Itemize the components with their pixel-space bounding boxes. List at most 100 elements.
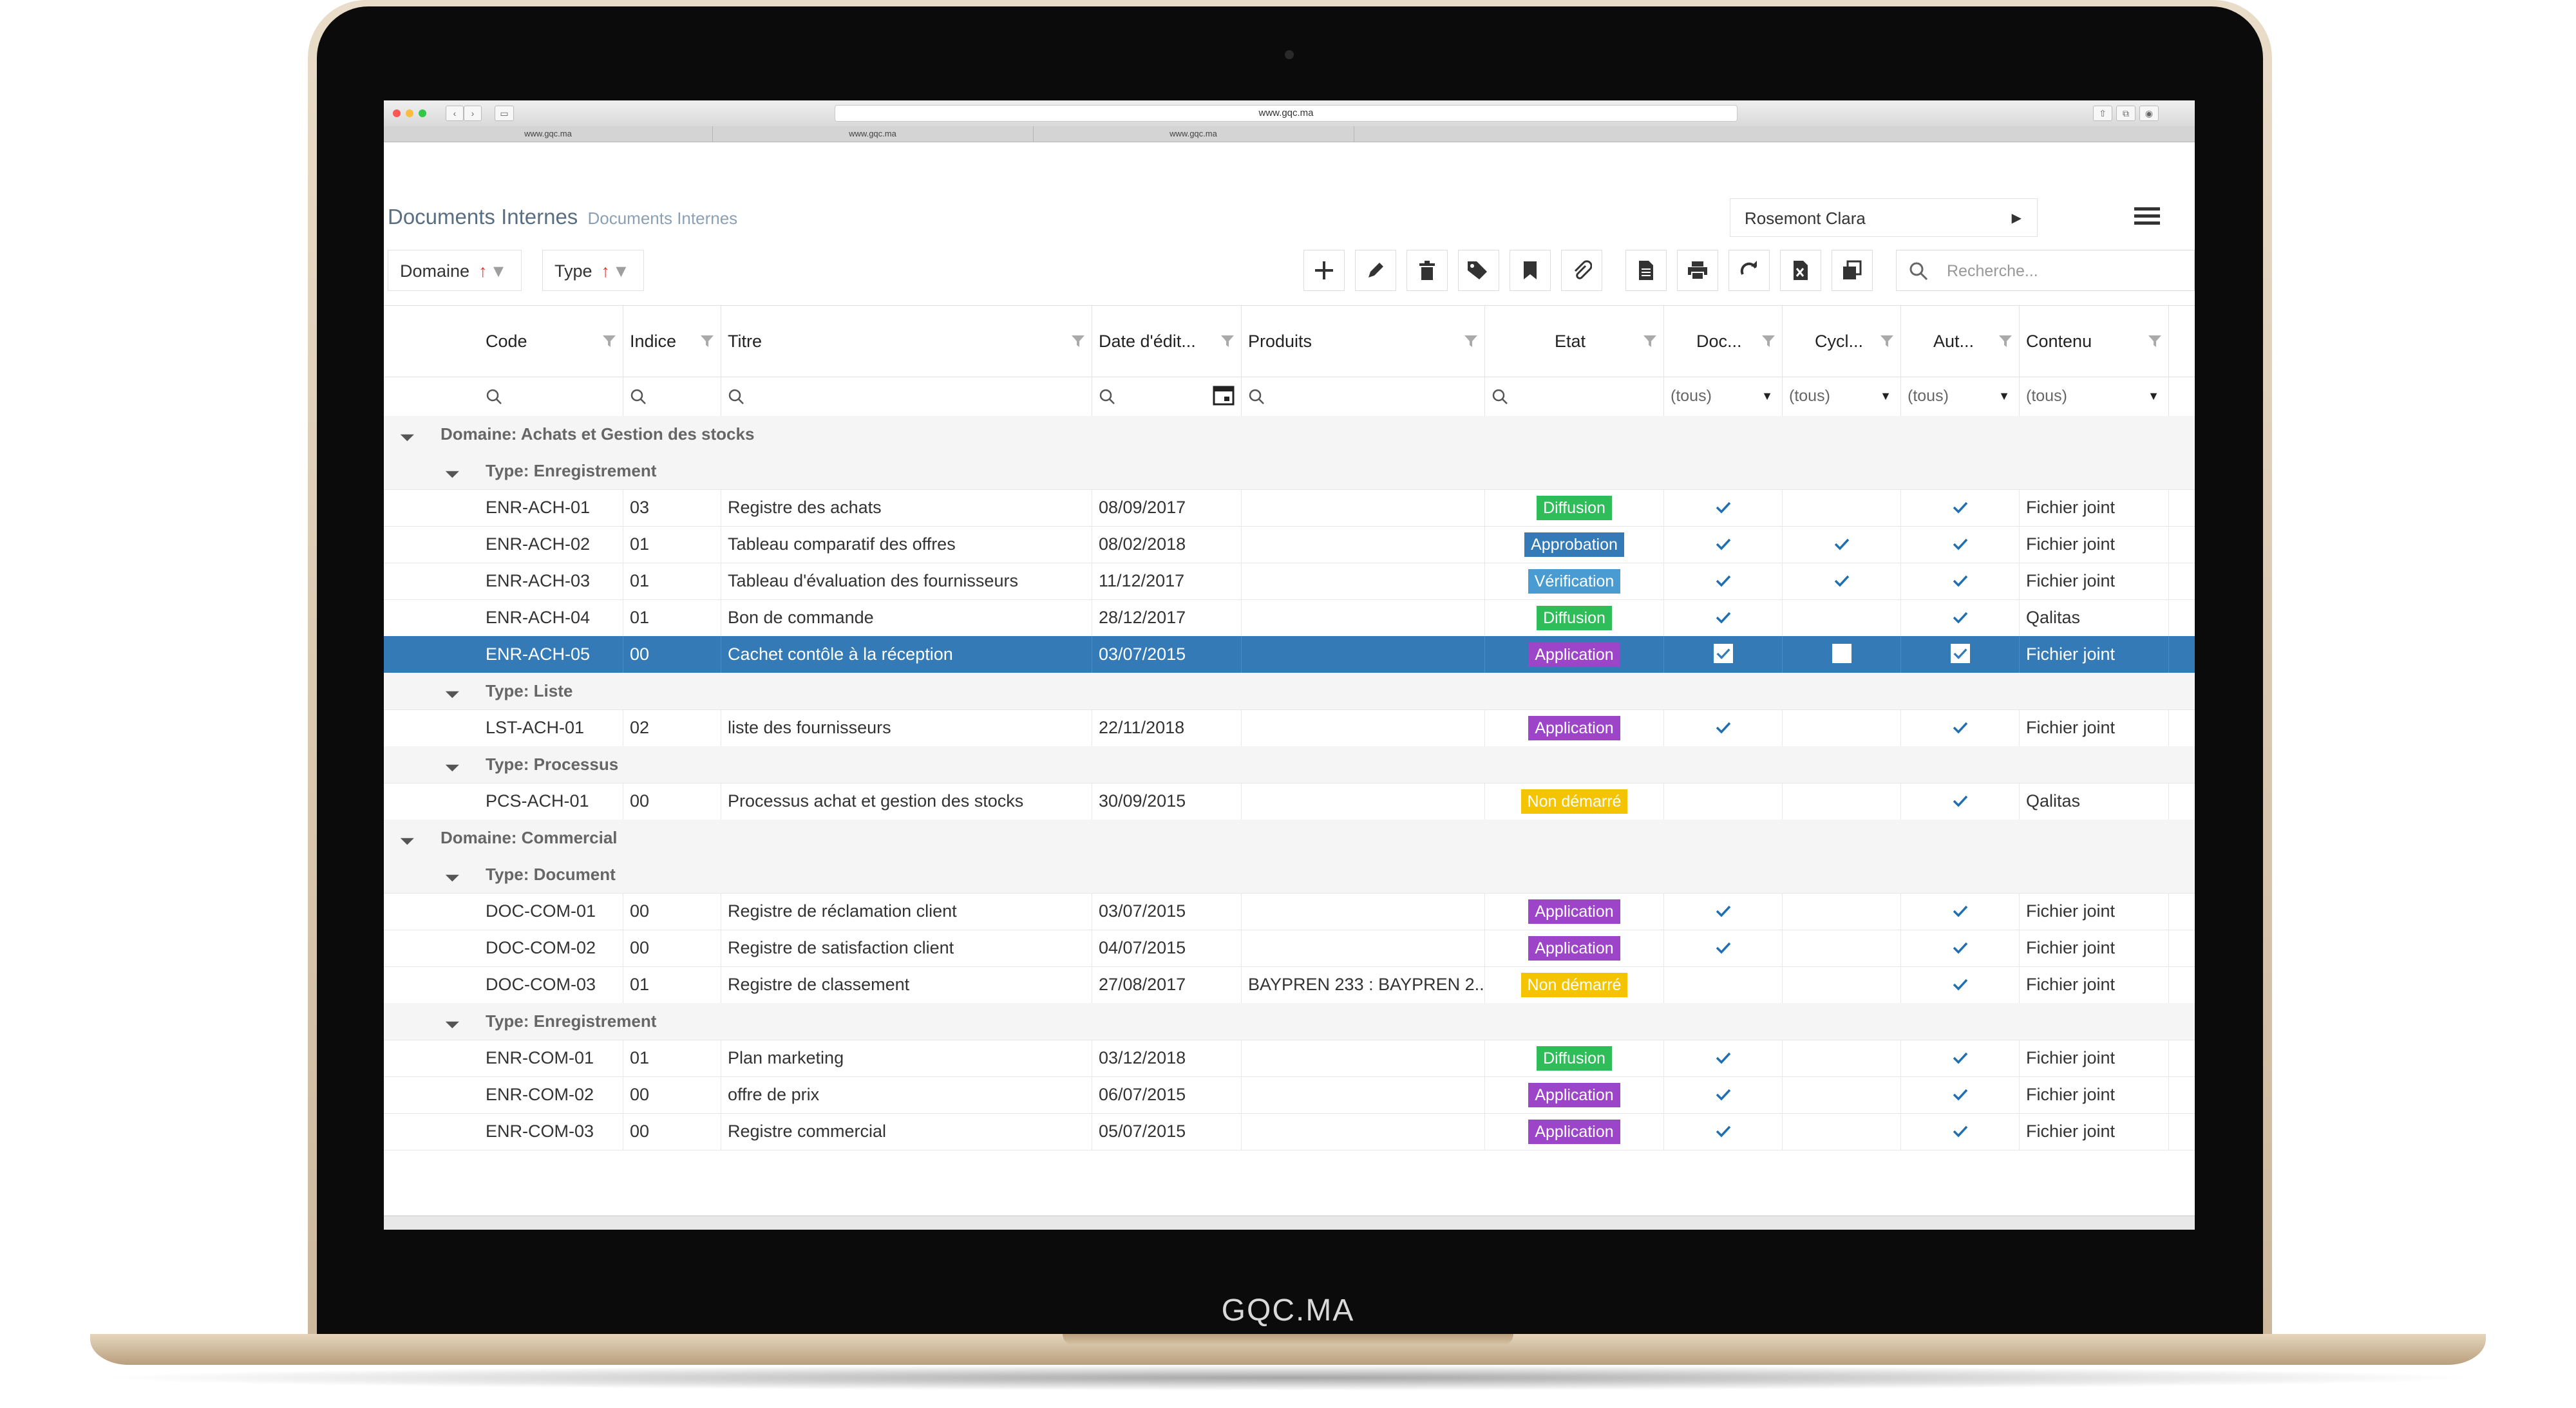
collapse-icon[interactable]: ◢ (400, 426, 416, 442)
table-row[interactable]: LST-ACH-01 02 liste des fournisseurs 22/11/… (384, 709, 2195, 747)
browser-tab[interactable]: www.gqc.ma (384, 126, 713, 142)
table-row[interactable]: ENR-ACH-02 01 Tableau comparatif des offre… (384, 526, 2195, 563)
filter-produits[interactable] (1242, 376, 1485, 416)
filter-icon[interactable] (2148, 334, 2162, 348)
cell-doc[interactable] (1664, 930, 1783, 966)
cell-doc[interactable] (1664, 489, 1783, 526)
maximize-window-icon[interactable] (419, 109, 426, 117)
edit-button[interactable] (1355, 250, 1396, 291)
copy-button[interactable] (1832, 250, 1873, 291)
column-header-contenu[interactable]: Contenu (2020, 306, 2169, 377)
tabs-icon[interactable]: ⧉ (2116, 106, 2136, 121)
cell-aut[interactable] (1901, 1076, 2020, 1113)
filter-titre[interactable] (721, 376, 1092, 416)
group-row[interactable]: ◢ Domaine: Achats et Gestion des stocks (384, 416, 2195, 453)
minimize-window-icon[interactable] (406, 109, 413, 117)
column-header-code[interactable]: Code (384, 306, 623, 377)
cell-cycl[interactable] (1783, 930, 1901, 966)
table-row[interactable]: ENR-COM-02 00 offre de prix 06/07/2015 Appli… (384, 1076, 2195, 1114)
breadcrumb[interactable]: Documents Internes (587, 209, 738, 228)
filter-icon[interactable] (1464, 334, 1478, 348)
browser-tab[interactable]: www.gqc.ma (712, 126, 1034, 142)
filter-contenu-select[interactable]: (tous) ▼ (2020, 376, 2169, 416)
tags-button[interactable] (1458, 250, 1499, 291)
print-button[interactable] (1677, 250, 1718, 291)
cell-aut[interactable] (1901, 893, 2020, 930)
cell-cycl[interactable] (1783, 893, 1901, 930)
cell-cycl[interactable] (1783, 966, 1901, 1003)
filter-icon[interactable]: ▼ (612, 261, 630, 281)
column-header-etat[interactable]: Etat (1485, 306, 1664, 377)
cell-aut[interactable] (1901, 1113, 2020, 1150)
filter-icon[interactable] (602, 334, 616, 348)
table-row[interactable]: DOC-COM-02 00 Registre de satisfaction cli… (384, 930, 2195, 967)
cell-doc[interactable] (1664, 563, 1783, 599)
browser-tab[interactable]: www.gqc.ma (1033, 126, 1354, 142)
address-bar[interactable]: www.gqc.ma (835, 105, 1738, 122)
collapse-icon[interactable]: ◢ (445, 463, 461, 479)
cell-aut[interactable] (1901, 783, 2020, 820)
cell-aut[interactable] (1901, 563, 2020, 599)
column-header-date[interactable]: Date d'édit... (1092, 306, 1242, 377)
column-header-titre[interactable]: Titre (721, 306, 1092, 377)
table-row[interactable]: DOC-COM-01 00 Registre de réclamation clie… (384, 893, 2195, 930)
group-chip-domaine[interactable]: Domaine ↑ ▼ (388, 250, 522, 291)
filter-icon[interactable] (1761, 334, 1776, 348)
bookmark-button[interactable] (1510, 250, 1551, 291)
cell-aut[interactable] (1901, 489, 2020, 526)
collapse-icon[interactable]: ◢ (445, 1013, 461, 1029)
group-row[interactable]: ◢ Type: Enregistrement (384, 1003, 2195, 1040)
group-row[interactable]: ◢ Type: Processus (384, 746, 2195, 784)
cell-doc[interactable] (1664, 636, 1783, 673)
checkbox[interactable] (1832, 644, 1852, 663)
table-row[interactable]: DOC-COM-03 01 Registre de classement 27/08/… (384, 966, 2195, 1004)
table-row[interactable]: ENR-ACH-03 01 Tableau d'évaluation des fou… (384, 563, 2195, 600)
sort-asc-icon[interactable]: ↑ (478, 261, 488, 281)
cell-doc[interactable] (1664, 1076, 1783, 1113)
cell-aut[interactable] (1901, 709, 2020, 746)
sort-asc-icon[interactable]: ↑ (601, 261, 611, 281)
hamburger-menu-icon[interactable] (2134, 203, 2160, 229)
cell-aut[interactable] (1901, 599, 2020, 636)
collapse-icon[interactable]: ◢ (400, 830, 416, 846)
filter-icon[interactable] (1880, 334, 1894, 348)
cell-doc[interactable] (1664, 783, 1783, 820)
group-row[interactable]: ◢ Type: Enregistrement (384, 453, 2195, 490)
checkbox[interactable] (1713, 644, 1733, 663)
column-header-doc[interactable]: Doc... (1664, 306, 1783, 377)
cell-doc[interactable] (1664, 1040, 1783, 1076)
cell-cycl[interactable] (1783, 1113, 1901, 1150)
group-row[interactable]: ◢ Type: Document (384, 856, 2195, 894)
cell-cycl[interactable] (1783, 599, 1901, 636)
search-input[interactable]: Recherche... (1896, 250, 2195, 291)
group-chip-type[interactable]: Type ↑ ▼ (542, 250, 644, 291)
cell-cycl[interactable] (1783, 636, 1901, 673)
table-row[interactable]: PCS-ACH-01 00 Processus achat et gestion d… (384, 783, 2195, 820)
close-window-icon[interactable] (393, 109, 401, 117)
cell-doc[interactable] (1664, 599, 1783, 636)
user-selector[interactable]: Rosemont Clara ▶ (1730, 198, 2038, 237)
collapse-icon[interactable]: ◢ (445, 683, 461, 699)
filter-icon[interactable] (1998, 334, 2012, 348)
checkbox[interactable] (1950, 644, 1970, 663)
filter-doc-select[interactable]: (tous) ▼ (1664, 376, 1783, 416)
cell-doc[interactable] (1664, 526, 1783, 563)
cell-aut[interactable] (1901, 966, 2020, 1003)
share-icon[interactable]: ⇧ (2093, 106, 2112, 121)
column-header-cycl[interactable]: Cycl... (1783, 306, 1901, 377)
document-button[interactable] (1625, 250, 1667, 291)
cell-cycl[interactable] (1783, 1040, 1901, 1076)
cell-aut[interactable] (1901, 636, 2020, 673)
refresh-button[interactable] (1728, 250, 1770, 291)
filter-icon[interactable] (700, 334, 714, 348)
cell-aut[interactable] (1901, 526, 2020, 563)
filter-icon[interactable] (1220, 334, 1235, 348)
group-row[interactable]: ◢ Type: Liste (384, 673, 2195, 710)
filter-indice[interactable] (623, 376, 721, 416)
filter-icon[interactable] (1643, 334, 1657, 348)
collapse-icon[interactable]: ◢ (445, 756, 461, 773)
calendar-icon[interactable] (1213, 384, 1235, 406)
group-row[interactable]: ◢ Domaine: Commercial (384, 820, 2195, 857)
table-row[interactable]: ENR-COM-01 01 Plan marketing 03/12/2018 Diff… (384, 1040, 2195, 1077)
column-header-indice[interactable]: Indice (623, 306, 721, 377)
